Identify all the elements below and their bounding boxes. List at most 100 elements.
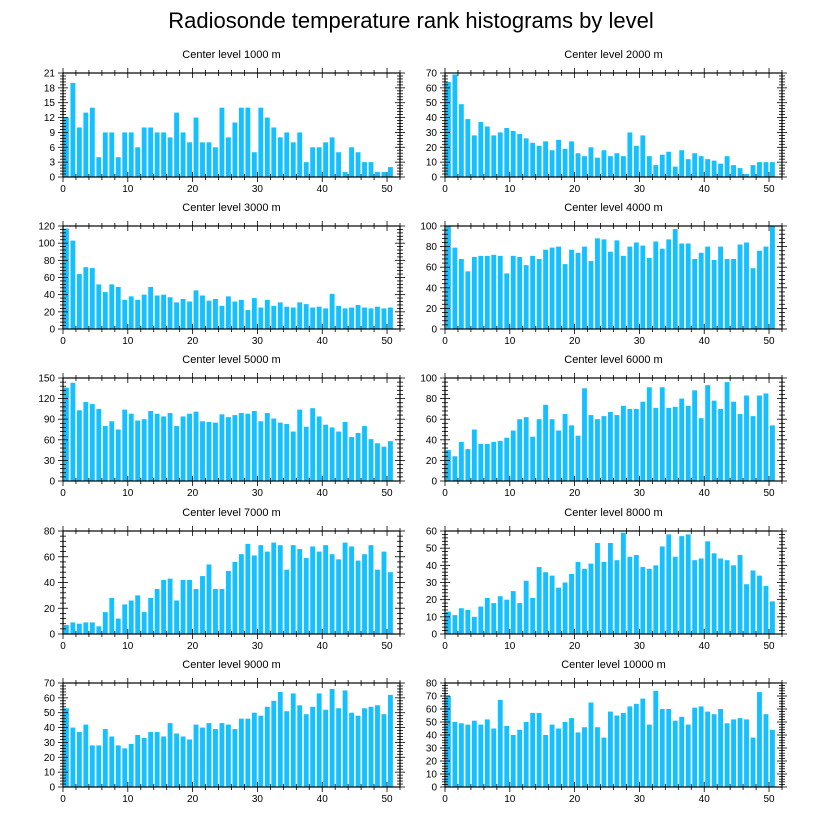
- histogram-bar: [277, 422, 283, 481]
- histogram-bar: [336, 431, 342, 481]
- histogram-bar: [284, 569, 290, 635]
- x-tick-label: 0: [442, 488, 448, 499]
- histogram-bar: [724, 156, 730, 177]
- histogram-bar: [737, 168, 743, 177]
- x-tick-label: 50: [763, 488, 775, 499]
- histogram-bar: [757, 692, 762, 787]
- histogram-bar: [329, 427, 335, 481]
- histogram-bar: [620, 156, 626, 177]
- histogram-bar: [316, 147, 322, 177]
- histogram-bar: [685, 159, 691, 177]
- x-tick-label: 0: [60, 184, 66, 195]
- histogram-bar: [200, 576, 205, 634]
- histogram-bar: [452, 74, 458, 177]
- histogram-bar: [627, 556, 633, 634]
- histogram-bar: [718, 246, 724, 329]
- y-tick-label: 0: [49, 630, 55, 641]
- histogram-bar: [290, 142, 296, 177]
- main-title: Radiosonde temperature rank histograms b…: [168, 8, 654, 33]
- y-tick-label: 60: [44, 552, 56, 563]
- histogram-bar: [562, 148, 568, 177]
- x-tick-label: 50: [381, 641, 393, 652]
- histogram-bar: [698, 706, 704, 787]
- histogram-bar: [355, 152, 361, 177]
- x-tick-label: 50: [381, 184, 393, 195]
- histogram-bar: [232, 561, 238, 634]
- histogram-bar: [167, 137, 173, 177]
- histogram-bar: [303, 714, 309, 787]
- histogram-bar: [245, 718, 251, 787]
- histogram-bar: [310, 147, 316, 177]
- histogram-bar: [219, 723, 225, 787]
- histogram-bar: [206, 421, 212, 481]
- histogram-bar: [251, 298, 257, 329]
- histogram-bar: [154, 132, 160, 177]
- histogram-bar: [135, 595, 141, 635]
- y-tick-label: 60: [44, 273, 56, 284]
- panel-title: Center level 1000 m: [182, 49, 280, 61]
- x-tick-label: 50: [381, 794, 393, 805]
- histogram-bar: [504, 127, 510, 177]
- x-tick-label: 50: [763, 641, 775, 652]
- histogram-bar: [180, 416, 186, 481]
- histogram-bar: [679, 716, 685, 787]
- histogram-bar: [543, 735, 549, 787]
- histogram-bar: [510, 735, 516, 787]
- histogram-bar: [238, 413, 244, 481]
- histogram-bar: [323, 545, 329, 634]
- histogram-panel-2: Center level 2000 m 0 10 20 30 40 50 0 10 20 30 40 5…: [426, 49, 787, 195]
- histogram-bar: [757, 162, 762, 177]
- histogram-bar: [206, 723, 212, 787]
- y-tick-label: 3: [49, 158, 55, 169]
- histogram-bar: [187, 413, 192, 481]
- histogram-bar: [750, 737, 756, 787]
- histogram-bar: [556, 587, 562, 634]
- histogram-bar: [595, 543, 600, 634]
- histogram-bar: [672, 166, 678, 177]
- histogram-bar: [245, 310, 251, 329]
- histogram-bar: [342, 542, 348, 634]
- histogram-bar: [89, 745, 95, 787]
- histogram-bar: [543, 249, 549, 329]
- histogram-bar: [478, 724, 484, 787]
- histogram-bar: [251, 555, 257, 634]
- histogram-bar: [329, 688, 335, 787]
- histogram-bar: [109, 736, 115, 787]
- histogram-bar: [536, 258, 542, 329]
- x-tick-label: 40: [699, 184, 711, 195]
- x-tick-label: 10: [504, 641, 516, 652]
- histogram-bar: [290, 307, 296, 329]
- histogram-bar: [504, 437, 510, 481]
- histogram-bar: [180, 736, 186, 787]
- histogram-bar: [148, 410, 154, 481]
- histogram-bar: [290, 545, 296, 634]
- histogram-bar: [653, 165, 659, 177]
- histogram-bar: [705, 246, 711, 329]
- histogram-bar: [685, 724, 691, 787]
- histogram-bar: [737, 555, 743, 634]
- histogram-bar: [595, 238, 600, 329]
- histogram-bar: [763, 162, 769, 177]
- histogram-bar: [640, 567, 646, 634]
- y-tick-label: 0: [49, 325, 55, 336]
- histogram-bar: [595, 157, 600, 177]
- histogram-panel-9: Center level 9000 m 0 10 20 30 40 50 0 10 20 30 40 5…: [44, 659, 405, 805]
- histogram-bar: [536, 567, 542, 634]
- x-tick-label: 10: [122, 336, 134, 347]
- histogram-bar: [536, 419, 542, 481]
- histogram-bar: [575, 732, 581, 787]
- histogram-bar: [167, 723, 173, 787]
- histogram-bar: [225, 570, 231, 634]
- histogram-bar: [614, 240, 620, 329]
- histogram-bar: [180, 298, 186, 329]
- histogram-bar: [76, 127, 82, 177]
- histogram-bar: [122, 604, 128, 634]
- x-tick-label: 40: [317, 641, 329, 652]
- histogram-bar: [213, 147, 218, 177]
- histogram-bar: [76, 410, 82, 481]
- histogram-bar: [284, 711, 290, 787]
- histogram-bar: [187, 142, 192, 177]
- histogram-bar: [336, 152, 342, 177]
- histogram-bar: [141, 612, 147, 634]
- y-tick-label: 0: [431, 630, 437, 641]
